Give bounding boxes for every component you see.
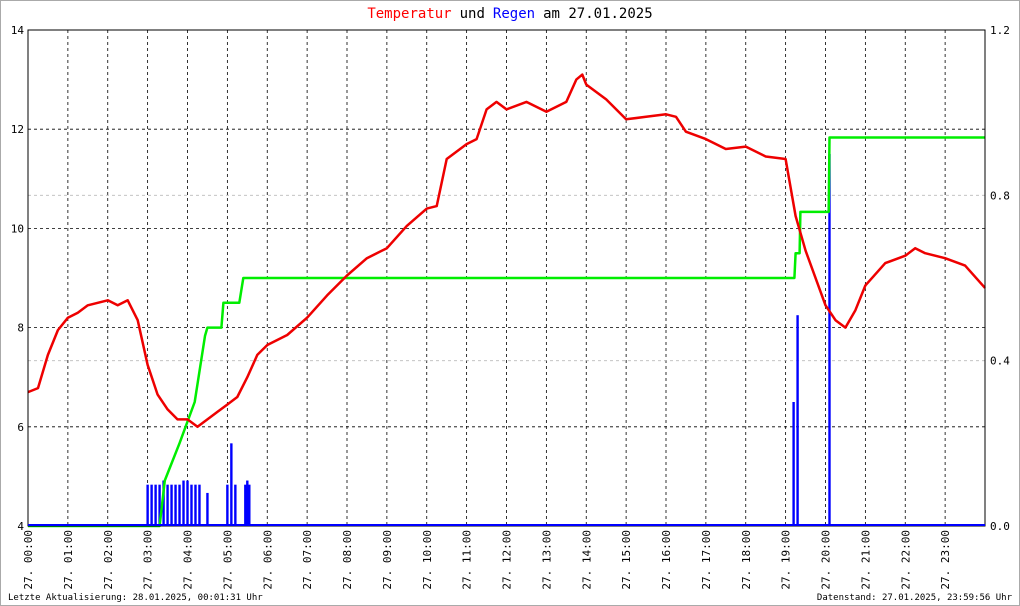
x-tick-label: 27. 23:00 (939, 530, 952, 590)
y2-tick-label: 1.2 (990, 24, 1010, 37)
y-tick-label: 10 (11, 222, 24, 235)
series-line (28, 136, 985, 528)
title-part: Temperatur (367, 6, 451, 22)
x-tick-label: 27. 13:00 (540, 530, 553, 590)
x-tick-label: 27. 07:00 (301, 530, 314, 590)
x-tick-label: 27. 20:00 (820, 530, 833, 590)
rain-bar (230, 443, 233, 526)
x-tick-label: 27. 01:00 (62, 530, 75, 590)
rain-bar (244, 484, 247, 526)
y-tick-label: 12 (11, 123, 24, 136)
rain-bar (170, 484, 173, 526)
x-tick-label: 27. 14:00 (580, 530, 593, 590)
rain-bar (792, 402, 795, 526)
rain-bar (158, 484, 161, 526)
x-tick-label: 27. 06:00 (261, 530, 274, 590)
y2-tick-label: 0.4 (990, 355, 1010, 368)
rain-bar (166, 484, 169, 526)
rain-bar (162, 480, 165, 526)
x-tick-label: 27. 15:00 (620, 530, 633, 590)
rain-bar (154, 484, 157, 526)
title-part: und (460, 6, 485, 22)
x-tick-label: 27. 03:00 (142, 530, 155, 590)
rain-bar (190, 484, 193, 526)
rain-bar (198, 484, 201, 526)
rain-bar (182, 480, 185, 526)
rain-bar (146, 484, 149, 526)
x-tick-label: 27. 05:00 (221, 530, 234, 590)
x-tick-label: 27. 02:00 (102, 530, 115, 590)
title-part: am 27.01.2025 (543, 6, 653, 22)
rain-bar (174, 484, 177, 526)
rain-bar (150, 484, 153, 526)
y-tick-label: 14 (11, 24, 25, 37)
x-tick-label: 27. 12:00 (501, 530, 514, 590)
y2-tick-label: 0.8 (990, 189, 1010, 202)
y2-tick-label: 0.0 (990, 520, 1010, 533)
rain-bar (186, 480, 189, 526)
y-tick-label: 4 (17, 520, 24, 533)
x-tick-label: 27. 10:00 (421, 530, 434, 590)
x-tick-label: 27. 18:00 (740, 530, 753, 590)
chart-title: Temperatur und Regen am 27.01.2025 (367, 6, 652, 22)
series-line (27, 73, 986, 429)
rain-bar (178, 484, 181, 526)
x-tick-label: 27. 00:00 (22, 530, 35, 590)
x-tick-label: 27. 16:00 (660, 530, 673, 590)
rain-bar (246, 480, 249, 526)
y-tick-label: 8 (17, 322, 24, 335)
y-tick-label: 6 (17, 421, 24, 434)
x-tick-label: 27. 22:00 (899, 530, 912, 590)
rain-bar (796, 315, 799, 526)
x-tick-label: 27. 04:00 (182, 530, 195, 590)
x-tick-label: 27. 09:00 (381, 530, 394, 590)
marks (27, 73, 986, 528)
footer-right: Datenstand: 27.01.2025, 23:59:56 Uhr (817, 593, 1013, 603)
x-tick-label: 27. 21:00 (859, 530, 872, 590)
rain-bar (248, 484, 251, 526)
rain-bar (206, 492, 209, 526)
rain-bar (194, 484, 197, 526)
rain-bar (234, 484, 237, 526)
rain-bar (226, 484, 229, 526)
rain-bar (828, 154, 831, 526)
x-tick-label: 27. 11:00 (461, 530, 474, 590)
footer-left: Letzte Aktualisierung: 28.01.2025, 00:01… (8, 593, 263, 603)
x-tick-label: 27. 19:00 (780, 530, 793, 590)
title-part: Regen (493, 6, 535, 22)
x-tick-label: 27. 08:00 (341, 530, 354, 590)
x-tick-label: 27. 17:00 (700, 530, 713, 590)
